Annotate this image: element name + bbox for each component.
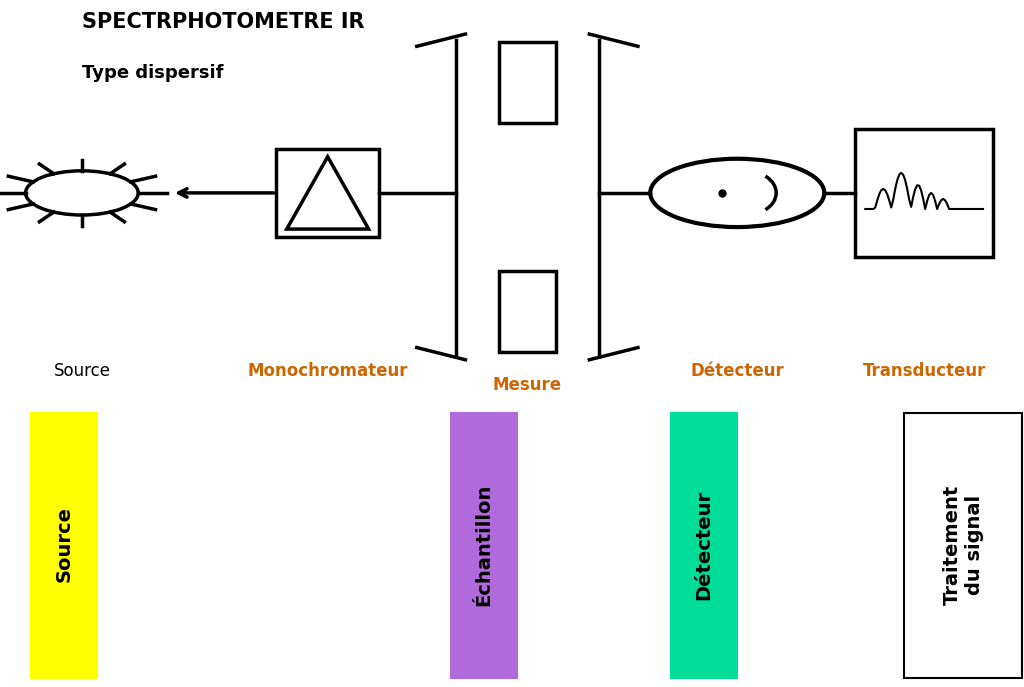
Bar bbox=[276, 148, 379, 237]
Text: Source: Source bbox=[54, 506, 74, 583]
Text: Mesure: Mesure bbox=[493, 376, 562, 394]
Text: Détecteur: Détecteur bbox=[694, 489, 714, 600]
Bar bbox=[451, 414, 517, 679]
Text: Source: Source bbox=[53, 361, 111, 380]
Text: Traitement
du signal: Traitement du signal bbox=[942, 484, 984, 605]
Text: Monochromateur: Monochromateur bbox=[248, 361, 408, 380]
Bar bbox=[671, 414, 737, 679]
Bar bbox=[31, 414, 97, 679]
Bar bbox=[500, 42, 555, 122]
Bar bbox=[904, 414, 1022, 679]
Text: Détecteur: Détecteur bbox=[690, 361, 784, 380]
Text: Type dispersif: Type dispersif bbox=[82, 65, 223, 82]
Text: SPECTRPHOTOMETRE IR: SPECTRPHOTOMETRE IR bbox=[82, 12, 365, 32]
Bar bbox=[855, 128, 993, 257]
Bar bbox=[500, 271, 555, 352]
Text: Transducteur: Transducteur bbox=[862, 361, 986, 380]
Text: Échantillon: Échantillon bbox=[474, 483, 494, 606]
